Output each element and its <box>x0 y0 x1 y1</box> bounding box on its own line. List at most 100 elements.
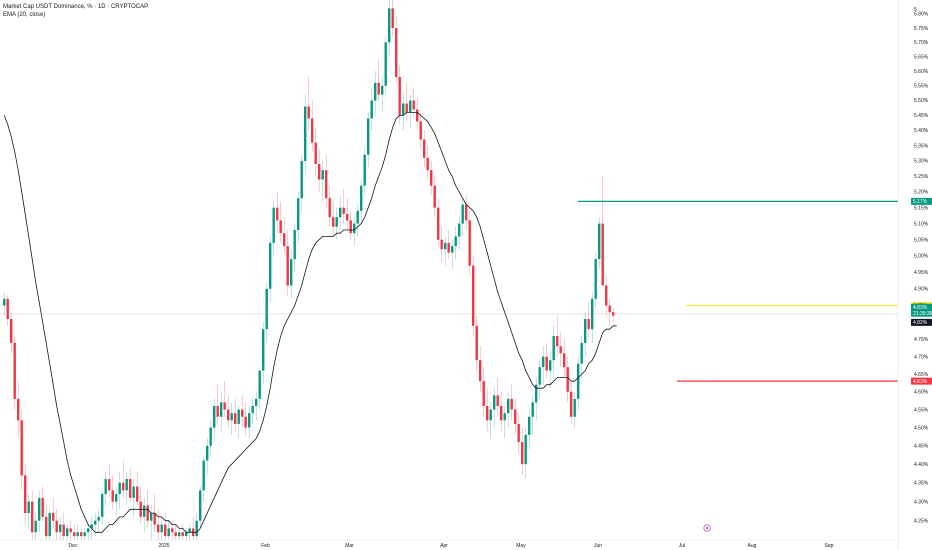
event-circle-icon[interactable] <box>703 524 711 532</box>
candle <box>416 97 419 131</box>
candle <box>276 191 279 234</box>
price-tick-label: 5.70% <box>914 40 929 46</box>
candle <box>227 395 230 428</box>
candle <box>332 201 335 237</box>
candle <box>584 312 587 357</box>
candle <box>150 505 153 540</box>
price-tick-label: 4.45% <box>914 443 929 449</box>
candle <box>496 377 499 417</box>
candle <box>542 346 545 385</box>
candle <box>601 176 604 286</box>
candle <box>237 405 240 439</box>
candle <box>73 524 76 540</box>
candle <box>535 377 538 421</box>
svg-text:4.63%: 4.63% <box>913 379 928 385</box>
candle <box>178 528 181 540</box>
candle <box>353 217 356 247</box>
candle <box>503 405 506 439</box>
candle <box>335 207 338 240</box>
candle <box>566 356 569 403</box>
candle <box>573 391 576 428</box>
candle <box>493 388 496 428</box>
candle <box>349 210 352 240</box>
svg-text:5.17%: 5.17% <box>913 199 928 205</box>
price-tick-label: 5.45% <box>914 113 929 119</box>
candle <box>524 427 527 480</box>
candle <box>17 381 20 439</box>
candle <box>381 77 384 113</box>
candle <box>244 402 247 435</box>
candle <box>290 249 293 299</box>
svg-text:21:39:36: 21:39:36 <box>913 311 932 317</box>
interval-label: 1D <box>97 4 106 10</box>
candle <box>52 497 55 529</box>
candle <box>447 229 450 260</box>
candle <box>139 486 142 525</box>
candle <box>31 490 34 540</box>
time-axis[interactable]: Dec 2025 Feb Mar Apr May Jun Jul Aug Sep <box>69 543 834 549</box>
price-tick-label: 4.30% <box>914 499 929 505</box>
candle <box>122 460 125 498</box>
candle <box>38 490 41 533</box>
candle <box>472 255 475 337</box>
candle <box>405 82 408 122</box>
candle <box>206 438 209 476</box>
price-tick-label: 4.90% <box>914 286 929 292</box>
candle <box>97 509 100 533</box>
candle <box>328 185 331 227</box>
price-tick-label: 5.05% <box>914 237 929 243</box>
candle <box>27 494 30 529</box>
candle <box>202 456 205 502</box>
candle <box>262 322 265 385</box>
candle <box>409 94 412 128</box>
candle <box>108 464 111 498</box>
candle <box>160 516 163 540</box>
time-tick-label: Apr <box>440 543 448 549</box>
candle <box>41 486 44 521</box>
candle <box>185 528 188 540</box>
price-badges: 5.17%4.85%4.83%21:39:364.82%4.63% <box>911 197 932 385</box>
candle <box>608 298 611 326</box>
candle <box>48 509 51 540</box>
price-axis[interactable]: 4.25% 4.30% 4.35% 4.40% 4.45% 4.50% 4.55% 4.60%… <box>914 12 929 525</box>
candle <box>419 112 422 149</box>
candle <box>577 356 580 410</box>
candle <box>255 391 258 421</box>
indicator-label[interactable]: EMA (20, close) <box>3 12 46 18</box>
candle <box>486 388 489 432</box>
current-price-badge: 4.83%21:39:36 <box>911 303 932 317</box>
candle <box>192 516 195 540</box>
candle <box>66 524 69 540</box>
candle <box>143 497 146 533</box>
candle <box>517 413 520 454</box>
candle <box>552 325 555 375</box>
price-tick-label: 4.75% <box>914 337 929 343</box>
price-tick-label: 5.15% <box>914 205 929 211</box>
candle <box>269 236 272 303</box>
candle <box>234 398 237 432</box>
price-tick-label: 4.25% <box>914 518 929 524</box>
candle <box>314 127 317 177</box>
event-marker[interactable] <box>703 524 711 532</box>
candle <box>468 210 471 276</box>
candle <box>612 308 615 323</box>
candle <box>55 509 58 540</box>
candle <box>283 217 286 253</box>
candle <box>374 71 377 116</box>
candle <box>132 479 135 517</box>
candle <box>545 342 548 378</box>
symbol-title-row[interactable]: Market Cap USDT Dominance, % · 1D · CRYP… <box>3 4 149 10</box>
time-tick-label: May <box>516 543 526 549</box>
candle <box>465 195 468 230</box>
candle <box>220 391 223 432</box>
candle <box>272 201 275 256</box>
price-axis-top-label: 5 <box>914 7 917 13</box>
candle <box>549 349 552 389</box>
candle <box>69 520 72 540</box>
price-tick-label: 5.40% <box>914 128 929 134</box>
price-tick-label: 5.25% <box>914 174 929 180</box>
candle <box>451 239 454 269</box>
candle <box>594 252 597 309</box>
ema-price-badge: 4.82% <box>911 318 932 326</box>
